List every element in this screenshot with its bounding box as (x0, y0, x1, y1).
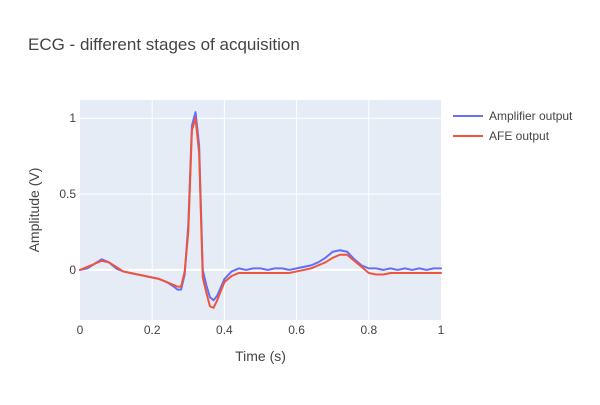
series-layer (79, 111, 442, 309)
legend-label: AFE output (489, 129, 550, 143)
chart-title: ECG - different stages of acquisition (28, 35, 300, 54)
x-axis-ticks: 0 0.2 0.4 0.6 0.8 1 (77, 323, 445, 337)
legend: Amplifier output AFE output (453, 109, 573, 143)
y-tick-label: 0.5 (59, 187, 76, 201)
plot-area[interactable] (80, 100, 441, 320)
x-axis-title: Time (s) (235, 348, 286, 364)
legend-item[interactable]: AFE output (453, 129, 550, 143)
y-tick-label: 1 (69, 111, 76, 125)
x-tick-label: 1 (438, 323, 445, 337)
x-tick-label: 0 (77, 323, 84, 337)
legend-label: Amplifier output (489, 109, 573, 123)
y-axis-ticks: 00.51 (59, 111, 76, 277)
x-tick-label: 0.8 (360, 323, 377, 337)
x-tick-label: 0.6 (288, 323, 305, 337)
legend-item[interactable]: Amplifier output (453, 109, 573, 123)
x-tick-label: 0.4 (216, 323, 233, 337)
x-tick-label: 0.2 (144, 323, 161, 337)
series-line-afe-output[interactable] (79, 117, 442, 309)
y-tick-label: 0 (69, 263, 76, 277)
y-axis-title: Amplitude (V) (26, 168, 42, 253)
